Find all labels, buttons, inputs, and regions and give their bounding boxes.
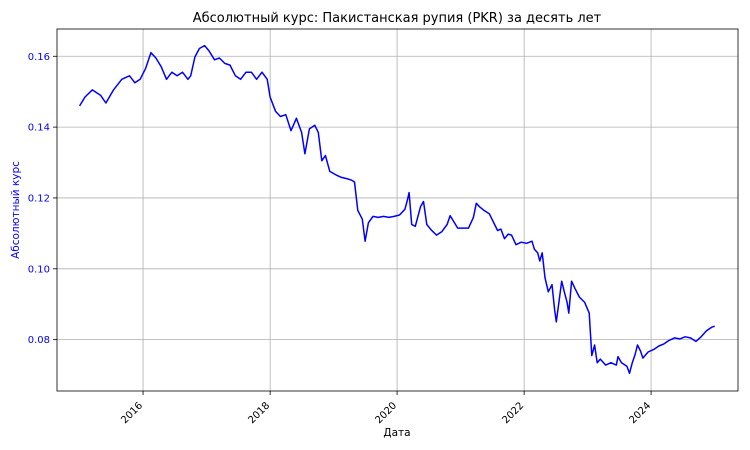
series-layer (78, 44, 715, 375)
y-tick-label: 0.14 (28, 123, 50, 134)
y-axis: 0.08 0.10 0.12 0.14 0.16 (28, 52, 57, 346)
x-tick-label: 2022 (501, 400, 527, 426)
y-axis-label: Абсолютный курс (10, 161, 22, 259)
y-tick-label: 0.12 (28, 193, 50, 204)
grid (57, 29, 738, 391)
x-tick-label: 2024 (627, 400, 653, 426)
x-axis-label: Дата (383, 427, 410, 439)
x-tick-label: 2018 (246, 400, 272, 426)
x-tick-label: 2020 (373, 400, 399, 426)
y-tick-label: 0.10 (28, 264, 50, 275)
x-axis: 2016 2018 2020 2022 2024 (119, 391, 653, 426)
series-line (78, 44, 715, 375)
plot-frame (56, 28, 739, 392)
y-tick-label: 0.16 (28, 52, 50, 63)
x-tick-label: 2016 (119, 400, 145, 426)
y-tick-label: 0.08 (28, 335, 50, 346)
chart-title: Абсолютный курс: Пакистанская рупия (PKR… (193, 11, 602, 26)
